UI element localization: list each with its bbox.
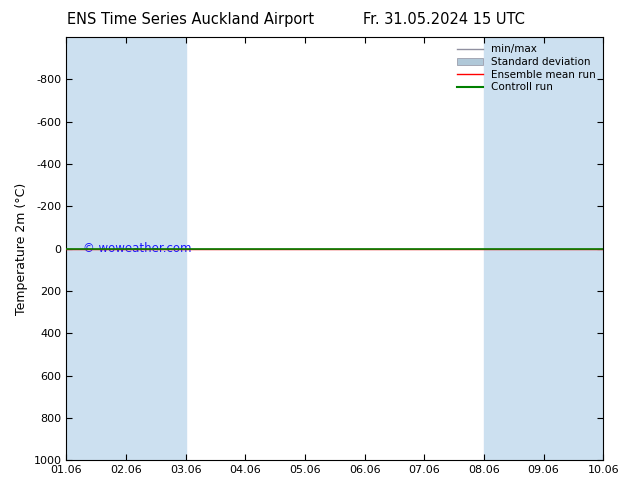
Text: Fr. 31.05.2024 15 UTC: Fr. 31.05.2024 15 UTC [363,12,525,27]
Legend: min/max, Standard deviation, Ensemble mean run, Controll run: min/max, Standard deviation, Ensemble me… [453,40,600,97]
Bar [484,37,543,460]
Y-axis label: Temperature 2m (°C): Temperature 2m (°C) [15,182,28,315]
Bar [603,37,633,460]
Bar [543,37,603,460]
Bar [126,37,186,460]
Bar [67,37,126,460]
Text: © woweather.com: © woweather.com [82,242,191,255]
Text: ENS Time Series Auckland Airport: ENS Time Series Auckland Airport [67,12,314,27]
